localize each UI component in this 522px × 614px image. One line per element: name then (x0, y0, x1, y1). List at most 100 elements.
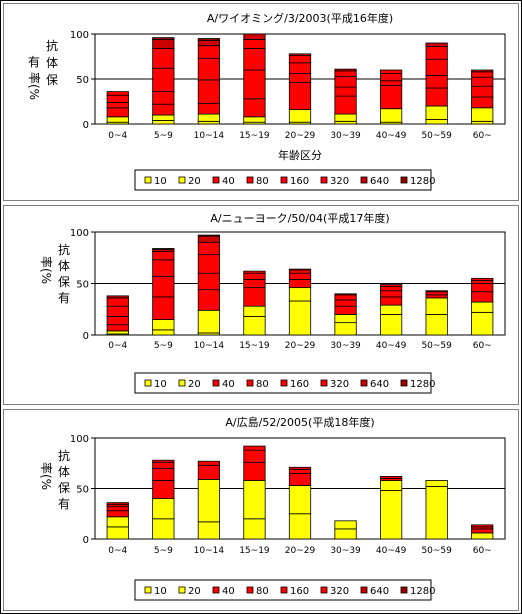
bar-segment-320 (380, 284, 403, 287)
svg-text:抗: 抗 (46, 38, 58, 53)
bar-segment-20 (197, 309, 220, 334)
bar-segment-1280 (197, 234, 220, 237)
x-tick-label: 40~49 (376, 131, 407, 141)
bar-segment-80 (152, 91, 175, 105)
bar-stack (288, 268, 312, 336)
bar-segment-160 (288, 62, 312, 74)
bar-segment-640 (197, 235, 220, 243)
bar-segment-640 (197, 39, 220, 47)
chart-2003-svg: A/ワイオミング/3/2003(平成16年度) 0 50 100 有率(% 抗体保 0~4 5… (27, 11, 506, 191)
bar-segment-40 (471, 96, 494, 109)
legend-label: 160 (290, 586, 309, 597)
chart-panel-2005: A/広島/52/2005(平成18年度) 0 50 100 抗体保有率(% 0~4 5~9 1… (3, 409, 519, 611)
bar-segment-320 (243, 270, 266, 274)
bar-stack (197, 234, 220, 336)
bar-segment-40 (197, 289, 220, 311)
bar-segment-10 (243, 518, 266, 540)
bar-segment-20 (334, 314, 357, 324)
legend-swatch (280, 586, 288, 594)
legend-label: 20 (188, 176, 201, 187)
legend-swatch (400, 586, 408, 594)
bar-segment-320 (152, 251, 175, 261)
svg-text:体: 体 (46, 56, 58, 70)
legend-swatch (212, 379, 220, 387)
x-tick-label: 10~14 (194, 341, 225, 351)
bar-segment-80 (425, 75, 448, 89)
bar-segment-640 (425, 42, 448, 47)
legend-label: 160 (290, 379, 309, 390)
bar-segment-80 (152, 275, 175, 298)
chart-panel-2003: A/ワイオミング/3/2003(平成16年度) 0 50 100 有率(% 抗体保 0~4 5… (3, 3, 519, 201)
bar-segment-20 (425, 105, 448, 120)
y-axis-label: 有率(% 抗体保 (27, 38, 58, 100)
bar-segment-80 (334, 86, 357, 97)
bar-segment-160 (243, 445, 266, 451)
y-tick-label: 100 (70, 30, 89, 41)
bar-segment-160 (197, 254, 220, 274)
bar-segment-80 (243, 69, 266, 100)
bar-segment-40 (243, 461, 266, 481)
legend-swatch (144, 586, 152, 594)
bar-segment-10 (152, 518, 175, 540)
bar-segment-320 (425, 46, 448, 60)
bar-segment-640 (243, 33, 266, 40)
bar-stack (471, 69, 494, 125)
bar-segment-160 (152, 259, 175, 277)
bar-segment-20 (334, 520, 357, 530)
bar-segment-10 (334, 120, 357, 125)
bar-segment-160 (243, 272, 266, 280)
legend-swatch (320, 379, 328, 387)
legend-label: 320 (330, 379, 349, 390)
y-tick-label: 0 (83, 535, 89, 546)
bar-segment-80 (425, 291, 448, 296)
bar-segment-320 (288, 55, 312, 64)
bar-stack (380, 284, 403, 336)
legend-label: 1280 (410, 176, 435, 187)
bar-segment-160 (288, 269, 312, 274)
bar-segment-320 (243, 39, 266, 49)
legend-label: 640 (370, 586, 389, 597)
bar-segment-20 (380, 480, 403, 491)
bar-segment-40 (152, 103, 175, 116)
legend-swatch (360, 379, 368, 387)
bar-segment-160 (471, 524, 494, 528)
bar-segment-20 (288, 287, 312, 302)
bar-segment-20 (106, 330, 129, 335)
bar-segment-10 (106, 526, 129, 540)
legend-swatch (212, 176, 220, 184)
bar-segment-20 (152, 498, 175, 520)
legend-swatch (400, 176, 408, 184)
bar-segment-40 (334, 95, 357, 115)
bar-segment-40 (197, 102, 220, 115)
bar-segment-160 (380, 73, 403, 82)
bar-segment-80 (243, 449, 266, 463)
bar-segment-160 (334, 75, 357, 88)
legend-swatch (400, 379, 408, 387)
bar-stack (106, 295, 129, 336)
bar-segment-40 (471, 291, 494, 303)
legend-label: 320 (330, 586, 349, 597)
bar-segment-20 (152, 319, 175, 331)
bar-stack (152, 459, 175, 540)
bar-segment-160 (106, 94, 129, 103)
bar-segment-320 (197, 45, 220, 59)
x-tick-label: 15~19 (239, 131, 270, 141)
bar-segment-320 (106, 91, 129, 96)
bar-segment-20 (243, 305, 266, 317)
x-tick-label: 50~59 (421, 546, 452, 556)
bar-segment-320 (152, 48, 175, 69)
bar-segment-320 (334, 70, 357, 77)
bar-stack (334, 520, 357, 540)
bar-segment-20 (197, 479, 220, 523)
bar-segment-40 (106, 510, 129, 518)
bar-segment-160 (380, 286, 403, 292)
legend-label: 80 (256, 176, 269, 187)
x-tick-label: 5~9 (154, 546, 173, 556)
bar-stack (471, 277, 494, 336)
legend-label: 10 (154, 176, 167, 187)
bar-segment-40 (152, 296, 175, 320)
bar-segment-40 (425, 294, 448, 299)
chart-title: A/ワイオミング/3/2003(平成16年度) (207, 11, 393, 25)
